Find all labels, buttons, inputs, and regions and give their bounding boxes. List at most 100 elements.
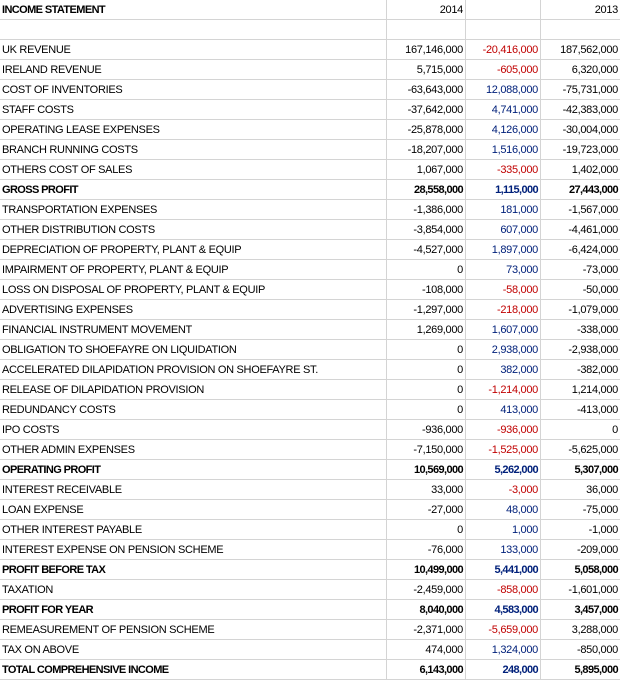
value-2013: -382,000: [541, 360, 620, 380]
table-row: UK REVENUE 167,146,000 -20,416,000 187,562,…: [0, 40, 620, 60]
header-title: INCOME STATEMENT: [0, 0, 387, 20]
value-2014: 28,558,000: [387, 180, 466, 200]
value-2014: 1,067,000: [387, 160, 466, 180]
table-row: PROFIT BEFORE TAX 10,499,000 5,441,000 5,05…: [0, 560, 620, 580]
value-2013: 0: [541, 420, 620, 440]
value-2013: 5,307,000: [541, 460, 620, 480]
change: -605,000: [466, 60, 541, 80]
value-2013: -5,625,000: [541, 440, 620, 460]
value-2014: -936,000: [387, 420, 466, 440]
change: 73,000: [466, 260, 541, 280]
line-item: OTHERS COST OF SALES: [0, 160, 387, 180]
value-2013: -30,004,000: [541, 120, 620, 140]
line-item: RELEASE OF DILAPIDATION PROVISION: [0, 380, 387, 400]
table-row: LOAN EXPENSE -27,000 48,000 -75,000: [0, 500, 620, 520]
table-row: OTHER DISTRIBUTION COSTS -3,854,000 607,00…: [0, 220, 620, 240]
table-row: ADVERTISING EXPENSES -1,297,000 -218,000 -1…: [0, 300, 620, 320]
change: -858,000: [466, 580, 541, 600]
value-2013: -73,000: [541, 260, 620, 280]
value-2014: -25,878,000: [387, 120, 466, 140]
change: 181,000: [466, 200, 541, 220]
line-item: FINANCIAL INSTRUMENT MOVEMENT: [0, 320, 387, 340]
header-year: 2013: [541, 0, 620, 20]
blank-cell: [0, 20, 387, 40]
change: -58,000: [466, 280, 541, 300]
value-2014: 167,146,000: [387, 40, 466, 60]
line-item: OTHER ADMIN EXPENSES: [0, 440, 387, 460]
change: 12,088,000: [466, 80, 541, 100]
table-row: TAXATION -2,459,000 -858,000 -1,601,000: [0, 580, 620, 600]
line-item: OTHER DISTRIBUTION COSTS: [0, 220, 387, 240]
value-2014: -4,527,000: [387, 240, 466, 260]
change: -936,000: [466, 420, 541, 440]
value-2014: 0: [387, 520, 466, 540]
change: -3,000: [466, 480, 541, 500]
value-2013: 1,214,000: [541, 380, 620, 400]
value-2013: -338,000: [541, 320, 620, 340]
change: 1,607,000: [466, 320, 541, 340]
table-row: FINANCIAL INSTRUMENT MOVEMENT 1,269,000 1,…: [0, 320, 620, 340]
table-row: OTHERS COST OF SALES 1,067,000 -335,000 1,4…: [0, 160, 620, 180]
value-2013: -413,000: [541, 400, 620, 420]
line-item: OPERATING PROFIT: [0, 460, 387, 480]
value-2013: 27,443,000: [541, 180, 620, 200]
value-2014: -18,207,000: [387, 140, 466, 160]
change: 1,324,000: [466, 640, 541, 660]
change: 382,000: [466, 360, 541, 380]
change: 1,897,000: [466, 240, 541, 260]
table-row: INTEREST EXPENSE ON PENSION SCHEME -76,00…: [0, 540, 620, 560]
value-2013: -6,424,000: [541, 240, 620, 260]
change: 248,000: [466, 660, 541, 680]
table-row: TRANSPORTATION EXPENSES -1,386,000 181,000…: [0, 200, 620, 220]
value-2013: 1,402,000: [541, 160, 620, 180]
value-2013: -2,938,000: [541, 340, 620, 360]
value-2013: 5,895,000: [541, 660, 620, 680]
change: -335,000: [466, 160, 541, 180]
table-row: IMPAIRMENT OF PROPERTY, PLANT & EQUIP 0 73…: [0, 260, 620, 280]
table-row: IRELAND REVENUE 5,715,000 -605,000 6,320,00…: [0, 60, 620, 80]
line-item: GROSS PROFIT: [0, 180, 387, 200]
value-2013: -1,567,000: [541, 200, 620, 220]
value-2014: -7,150,000: [387, 440, 466, 460]
blank-cell: [541, 20, 620, 40]
value-2013: -75,000: [541, 500, 620, 520]
value-2014: 6,143,000: [387, 660, 466, 680]
value-2014: 0: [387, 360, 466, 380]
value-2014: 0: [387, 340, 466, 360]
table-row: OBLIGATION TO SHOEFAYRE ON LIQUIDATION 0 2…: [0, 340, 620, 360]
table-row: ACCELERATED DILAPIDATION PROVISION ON SH…: [0, 360, 620, 380]
change: 4,741,000: [466, 100, 541, 120]
value-2013: -1,000: [541, 520, 620, 540]
value-2014: -1,386,000: [387, 200, 466, 220]
value-2014: -3,854,000: [387, 220, 466, 240]
line-item: REDUNDANCY COSTS: [0, 400, 387, 420]
line-item: IRELAND REVENUE: [0, 60, 387, 80]
value-2014: 5,715,000: [387, 60, 466, 80]
value-2014: 0: [387, 380, 466, 400]
table-row: GROSS PROFIT 28,558,000 1,115,000 27,443,00…: [0, 180, 620, 200]
table-row: BRANCH RUNNING COSTS -18,207,000 1,516,000…: [0, 140, 620, 160]
line-item: LOSS ON DISPOSAL OF PROPERTY, PLANT & EQ…: [0, 280, 387, 300]
value-2013: -42,383,000: [541, 100, 620, 120]
line-item: ACCELERATED DILAPIDATION PROVISION ON SH…: [0, 360, 387, 380]
header-row: INCOME STATEMENT 2014 2013: [0, 0, 620, 20]
value-2014: 10,569,000: [387, 460, 466, 480]
change: 1,000: [466, 520, 541, 540]
line-item: OPERATING LEASE EXPENSES: [0, 120, 387, 140]
value-2013: -850,000: [541, 640, 620, 660]
table-row: REDUNDANCY COSTS 0 413,000 -413,000: [0, 400, 620, 420]
line-item: INTEREST EXPENSE ON PENSION SCHEME: [0, 540, 387, 560]
value-2013: 3,288,000: [541, 620, 620, 640]
value-2013: -75,731,000: [541, 80, 620, 100]
line-item: DEPRECIATION OF PROPERTY, PLANT & EQUIP: [0, 240, 387, 260]
table-row: OTHER ADMIN EXPENSES -7,150,000 -1,525,000…: [0, 440, 620, 460]
value-2014: 33,000: [387, 480, 466, 500]
value-2014: 8,040,000: [387, 600, 466, 620]
value-2014: -2,459,000: [387, 580, 466, 600]
change: -20,416,000: [466, 40, 541, 60]
value-2013: -50,000: [541, 280, 620, 300]
change: 4,126,000: [466, 120, 541, 140]
change: 133,000: [466, 540, 541, 560]
line-item: LOAN EXPENSE: [0, 500, 387, 520]
